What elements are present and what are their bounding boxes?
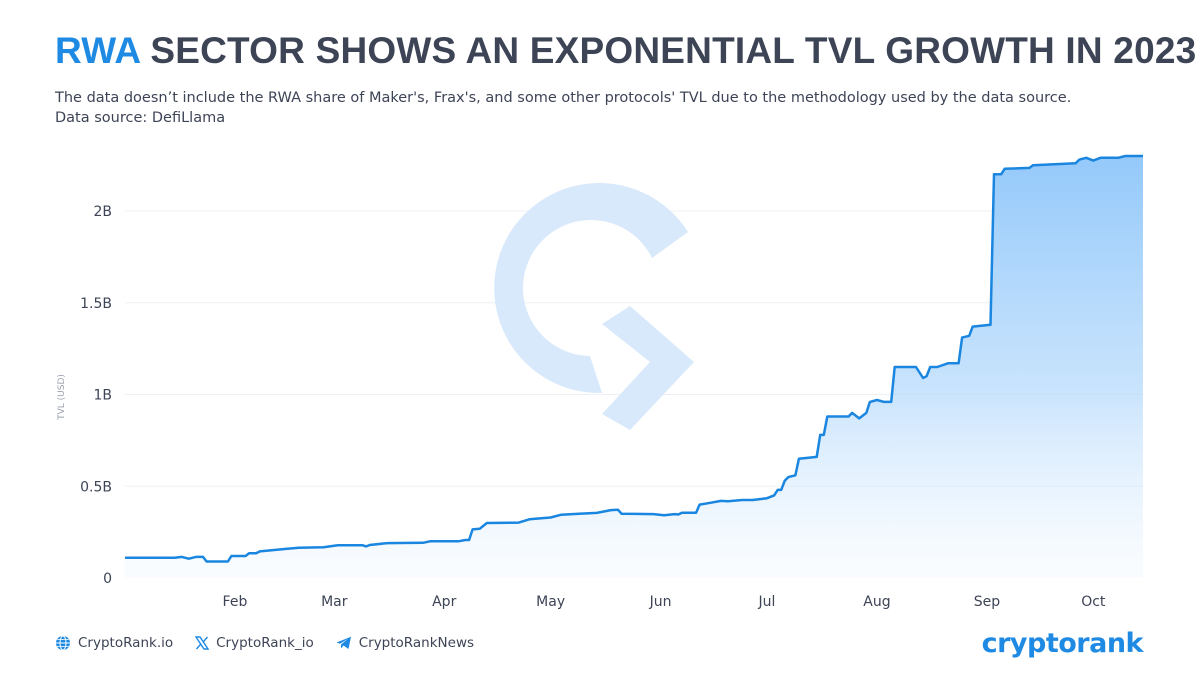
x-tick-label: Jul — [758, 594, 776, 610]
subtitle-source: Data source: DefiLlama — [55, 110, 226, 126]
y-axis-labels: 0 0.5B 1B 1.5B 2B — [80, 204, 112, 587]
y-tick-label: 0 — [103, 571, 112, 587]
subtitle: The data doesn’t include the RWA share o… — [55, 88, 1071, 128]
tvl-line — [125, 154, 1143, 563]
x-tick-label: Sep — [974, 594, 1001, 610]
y-axis-title: TVL (USD) — [57, 374, 67, 421]
brand-logo: cryptorank — [981, 628, 1144, 659]
x-axis-labels: Feb Mar Apr May Jun Jul Aug Sep Oct — [223, 594, 1106, 610]
subtitle-note: The data doesn’t include the RWA share o… — [55, 90, 1072, 106]
x-tick-label: Apr — [432, 594, 456, 610]
title-accent: RWA — [55, 30, 140, 71]
x-tick-label: Feb — [223, 594, 248, 610]
y-tick-label: 1.5B — [80, 296, 112, 312]
x-tick-label: May — [536, 594, 565, 610]
twitter-link[interactable]: CryptoRank_io — [195, 635, 314, 651]
telegram-icon — [336, 636, 351, 649]
title-rest: SECTOR SHOWS AN EXPONENTIAL TVL GROWTH I… — [150, 30, 1197, 71]
watermark-logo — [494, 183, 694, 430]
y-tick-label: 1B — [93, 388, 112, 404]
tvl-area — [125, 156, 1143, 578]
x-tick-label: Aug — [863, 594, 890, 610]
x-tick-label: Oct — [1081, 594, 1106, 610]
telegram-label: CryptoRankNews — [358, 635, 475, 651]
y-tick-label: 2B — [93, 204, 112, 220]
page-title: RWA SECTOR SHOWS AN EXPONENTIAL TVL GROW… — [55, 30, 1196, 72]
website-label: CryptoRank.io — [78, 635, 174, 651]
y-tick-label: 0.5B — [80, 479, 112, 495]
x-icon — [195, 636, 210, 650]
globe-icon — [56, 635, 70, 651]
x-tick-label: Mar — [321, 594, 348, 610]
telegram-link[interactable]: CryptoRankNews — [336, 635, 474, 651]
twitter-label: CryptoRank_io — [216, 635, 314, 651]
x-tick-label: Jun — [649, 594, 672, 610]
footer-links: CryptoRank.io CryptoRank_io CryptoRankNe… — [55, 635, 474, 651]
website-link[interactable]: CryptoRank.io — [55, 635, 173, 651]
